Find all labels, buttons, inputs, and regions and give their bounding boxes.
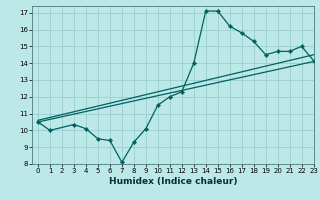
X-axis label: Humidex (Indice chaleur): Humidex (Indice chaleur) [108, 177, 237, 186]
